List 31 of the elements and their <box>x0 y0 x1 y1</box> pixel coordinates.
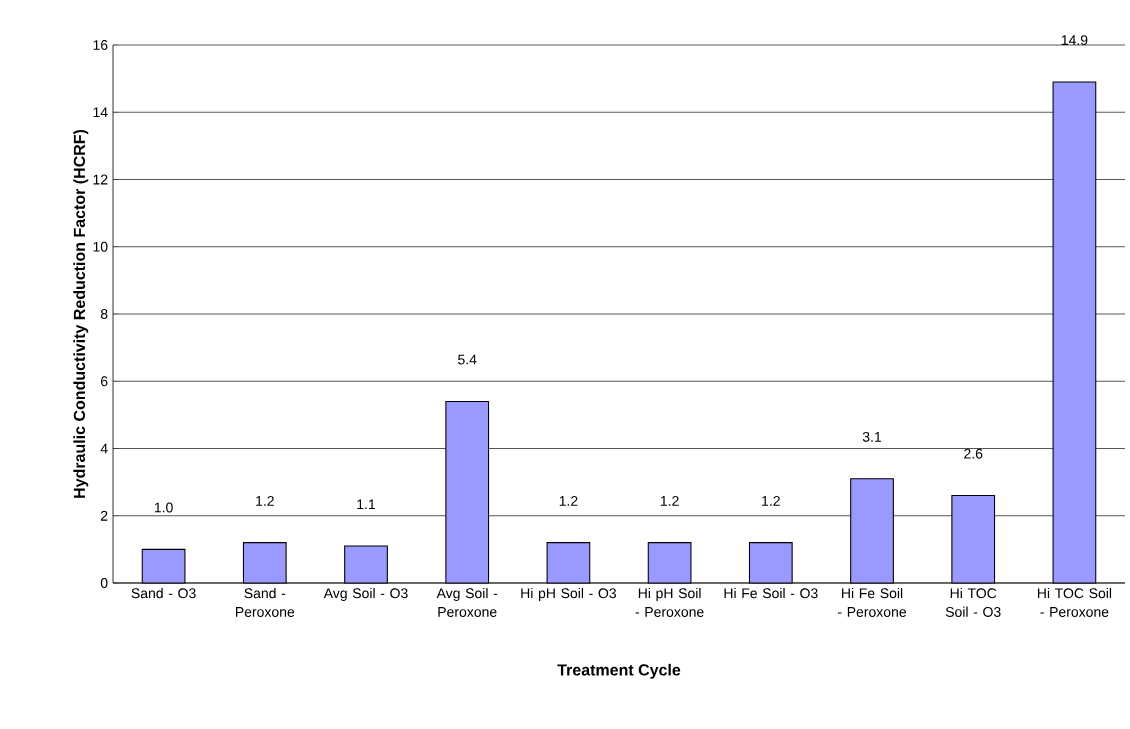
data-label: 3.1 <box>862 431 882 442</box>
data-label: 14.9 <box>1061 35 1088 46</box>
x-tick-label: Avg Soil - Peroxone <box>436 587 498 617</box>
y-tick-label: 4 <box>100 443 108 454</box>
y-tick-label: 6 <box>101 376 108 387</box>
y-tick-label: 14 <box>93 107 108 118</box>
data-label: 2.6 <box>964 448 983 459</box>
x-axis-title: Treatment Cycle <box>557 663 681 679</box>
x-tick-label: Sand - O3 <box>131 587 196 599</box>
x-tick-label: Hi pH Soil - O3 <box>521 587 617 601</box>
y-tick-label: 16 <box>93 40 108 50</box>
data-label: 1.2 <box>256 495 274 506</box>
data-label: 1.2 <box>762 495 780 506</box>
y-tick-label: 0 <box>100 578 108 588</box>
data-label: 5.4 <box>458 354 477 365</box>
y-tick-label: 2 <box>101 510 108 521</box>
data-label: 1.2 <box>660 495 679 506</box>
y-tick-label: 12 <box>93 174 108 185</box>
data-label: 1.2 <box>559 495 578 506</box>
y-tick-label: 10 <box>93 241 108 252</box>
x-tick-label: Avg Soil - O3 <box>323 587 408 601</box>
x-tick-label: Hi pH Soil - Peroxone <box>635 587 704 617</box>
data-label: 1.0 <box>154 502 173 513</box>
data-label: 1.1 <box>357 499 376 510</box>
x-tick-label: Hi TOC Soil - Peroxone <box>1037 587 1112 617</box>
x-tick-label: Hi Fe Soil - O3 <box>724 587 818 599</box>
x-tick-label: Hi Fe Soil - Peroxone <box>838 587 906 617</box>
y-axis-title: Hydraulic Conductivity Reduction Factor (HCRF) <box>73 129 89 498</box>
x-tick-label: Sand - Peroxone <box>235 587 295 617</box>
y-tick-label: 8 <box>100 309 108 319</box>
x-tick-label: Hi TOC Soil - O3 <box>945 587 1001 617</box>
